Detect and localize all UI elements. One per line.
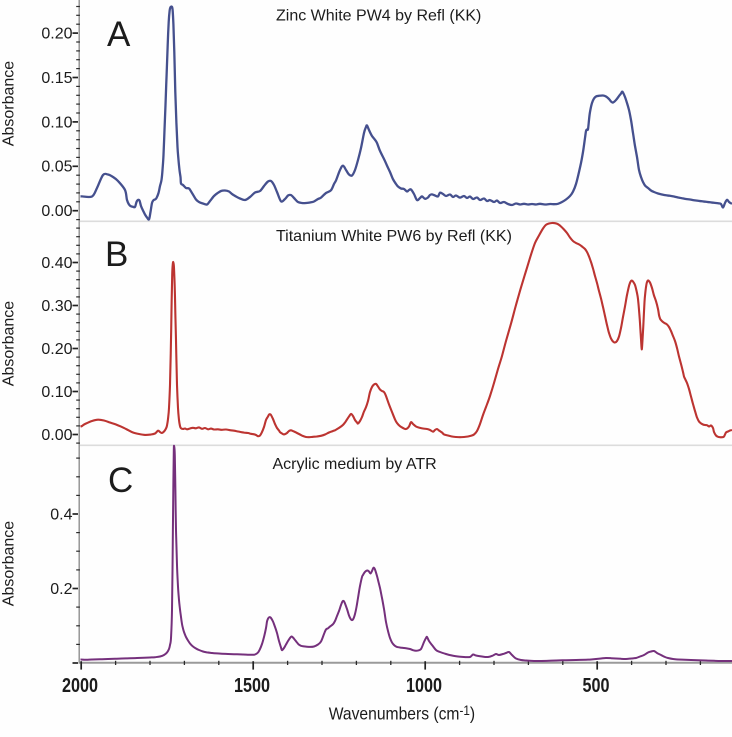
svg-text:0.30: 0.30	[41, 298, 72, 315]
svg-text:B: B	[105, 235, 128, 274]
svg-text:0.15: 0.15	[41, 70, 72, 87]
svg-text:1500: 1500	[234, 674, 270, 697]
svg-text:Titanium White PW6 by Refl (KK: Titanium White PW6 by Refl (KK)	[276, 228, 512, 245]
svg-text:Absorbance: Absorbance	[1, 61, 18, 146]
svg-text:Acrylic medium by ATR: Acrylic medium by ATR	[273, 456, 437, 473]
svg-text:500: 500	[583, 674, 610, 697]
svg-text:0.40: 0.40	[41, 255, 72, 272]
svg-text:Absorbance: Absorbance	[1, 301, 18, 386]
svg-text:2000: 2000	[62, 674, 98, 697]
svg-text:0.05: 0.05	[41, 159, 72, 176]
svg-text:0.00: 0.00	[41, 203, 72, 220]
svg-text:Zinc White PW4 by Refl (KK): Zinc White PW4 by Refl (KK)	[276, 8, 481, 25]
svg-text:0.4: 0.4	[50, 506, 72, 523]
svg-text:0.20: 0.20	[41, 26, 72, 43]
svg-text:Absorbance: Absorbance	[1, 521, 18, 606]
svg-text:1000: 1000	[406, 674, 442, 697]
svg-text:0.20: 0.20	[41, 341, 72, 358]
svg-text:0.00: 0.00	[41, 427, 72, 444]
svg-text:0.10: 0.10	[41, 114, 72, 131]
svg-text:0.10: 0.10	[41, 384, 72, 401]
svg-text:Wavenumbers (cm-1): Wavenumbers (cm-1)	[329, 703, 475, 724]
svg-text:C: C	[108, 461, 133, 500]
svg-text:A: A	[107, 15, 131, 54]
svg-text:0.2: 0.2	[50, 581, 72, 598]
